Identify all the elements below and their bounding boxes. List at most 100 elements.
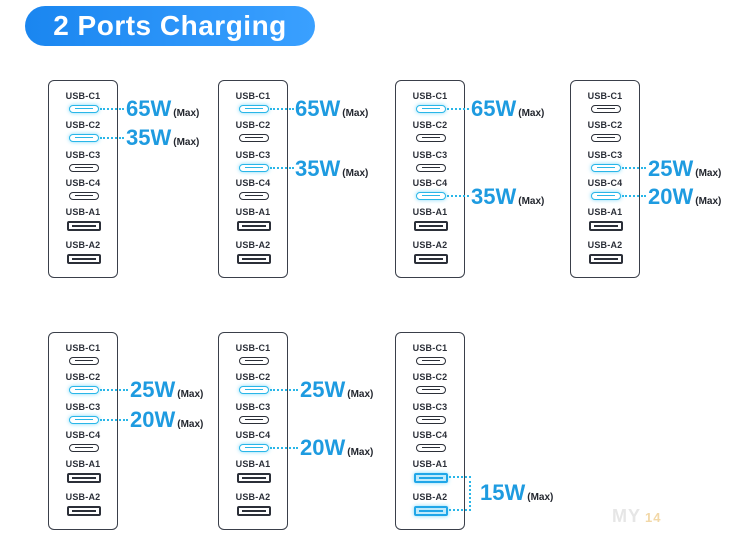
charger-config-3: USB-C1 USB-C2 USB-C3 USB-C4 USB-A1 USB-A… [395, 80, 465, 278]
port-label-a2: USB-A2 [65, 492, 101, 502]
connector-dots [100, 108, 124, 110]
usb-c3-port [69, 416, 99, 424]
max-label: (Max) [342, 108, 369, 119]
port-label-c1: USB-C1 [65, 343, 101, 353]
usb-c1-port [69, 105, 99, 113]
connector-dots [100, 419, 128, 421]
usb-c4-port [239, 444, 269, 452]
usb-a2-port [67, 506, 101, 516]
usb-c3-port [239, 416, 269, 424]
port-label-a1: USB-A1 [235, 459, 271, 469]
output-watts-label: 35W (Max) [295, 158, 368, 185]
port-label-c3: USB-C3 [65, 402, 101, 412]
port-label-c4: USB-C4 [235, 178, 271, 188]
watts-value: 65W [471, 96, 517, 121]
output-watts-label: 35W (Max) [471, 186, 544, 213]
port-label-c2: USB-C2 [65, 120, 101, 130]
port-label-c1: USB-C1 [235, 343, 271, 353]
output-watts-label: 25W (Max) [648, 158, 721, 185]
watts-value: 25W [300, 377, 346, 402]
usb-c2-port [69, 134, 99, 142]
output-watts-label: 65W (Max) [295, 98, 368, 125]
output-watts-label: 35W (Max) [126, 127, 199, 154]
watermark-text: MY [612, 506, 641, 526]
port-label-c3: USB-C3 [412, 150, 448, 160]
usb-c1-port [591, 105, 621, 113]
watts-value: 25W [648, 156, 694, 181]
port-label-a2: USB-A2 [412, 492, 448, 502]
max-label: (Max) [173, 108, 200, 119]
connector-dots [270, 389, 298, 391]
port-label-c2: USB-C2 [412, 372, 448, 382]
port-label-a1: USB-A1 [235, 207, 271, 217]
output-watts-label: 65W (Max) [471, 98, 544, 125]
port-label-a2: USB-A2 [412, 240, 448, 250]
max-label: (Max) [342, 168, 369, 179]
port-label-a2: USB-A2 [587, 240, 623, 250]
usb-c1-port [239, 357, 269, 365]
charger-config-2: USB-C1 USB-C2 USB-C3 USB-C4 USB-A1 USB-A… [218, 80, 288, 278]
usb-a1-port [67, 221, 101, 231]
usb-c1-port [239, 105, 269, 113]
usb-c4-port [416, 192, 446, 200]
max-label: (Max) [695, 196, 722, 207]
watts-value: 20W [130, 407, 176, 432]
output-watts-label: 15W (Max) [480, 482, 553, 509]
port-label-c3: USB-C3 [587, 150, 623, 160]
port-label-c1: USB-C1 [587, 91, 623, 101]
connector-dots [100, 389, 128, 391]
charger-config-6: USB-C1 USB-C2 USB-C3 USB-C4 USB-A1 USB-A… [218, 332, 288, 530]
port-label-a1: USB-A1 [65, 459, 101, 469]
output-watts-label: 20W (Max) [130, 409, 203, 436]
watts-value: 25W [130, 377, 176, 402]
watts-value: 35W [126, 125, 172, 150]
watermark: MY 14 [612, 506, 661, 527]
port-label-a2: USB-A2 [65, 240, 101, 250]
usb-c3-port [416, 416, 446, 424]
watts-value: 35W [295, 156, 341, 181]
usb-a1-port [67, 473, 101, 483]
max-label: (Max) [177, 389, 204, 400]
usb-c2-port [239, 386, 269, 394]
usb-a2-port [414, 254, 448, 264]
max-label: (Max) [527, 492, 554, 503]
usb-c2-port [239, 134, 269, 142]
usb-c1-port [69, 357, 99, 365]
connector-dots [270, 447, 298, 449]
connector-dots [622, 167, 646, 169]
usb-c1-port [416, 105, 446, 113]
usb-c2-port [416, 386, 446, 394]
port-label-a1: USB-A1 [412, 459, 448, 469]
port-label-a2: USB-A2 [235, 492, 271, 502]
max-label: (Max) [173, 137, 200, 148]
connector-dots [270, 108, 294, 110]
usb-c4-port [69, 444, 99, 452]
usb-a1-port [237, 473, 271, 483]
usb-c3-port [69, 164, 99, 172]
port-label-a2: USB-A2 [235, 240, 271, 250]
charger-config-4: USB-C1 USB-C2 USB-C3 USB-C4 USB-A1 USB-A… [570, 80, 640, 278]
usb-a1-port [237, 221, 271, 231]
port-label-a1: USB-A1 [587, 207, 623, 217]
output-watts-label: 20W (Max) [300, 437, 373, 464]
output-watts-label: 25W (Max) [130, 379, 203, 406]
connector-bracket [469, 476, 471, 511]
port-label-c4: USB-C4 [235, 430, 271, 440]
port-label-a1: USB-A1 [412, 207, 448, 217]
connector-dots [449, 476, 471, 478]
port-label-c4: USB-C4 [65, 430, 101, 440]
port-label-c4: USB-C4 [412, 430, 448, 440]
port-label-c1: USB-C1 [412, 91, 448, 101]
port-label-c2: USB-C2 [65, 372, 101, 382]
max-label: (Max) [177, 419, 204, 430]
watts-value: 35W [471, 184, 517, 209]
watts-value: 65W [126, 96, 172, 121]
charger-config-5: USB-C1 USB-C2 USB-C3 USB-C4 USB-A1 USB-A… [48, 332, 118, 530]
usb-a1-port [589, 221, 623, 231]
max-label: (Max) [695, 168, 722, 179]
output-watts-label: 65W (Max) [126, 98, 199, 125]
connector-dots [270, 167, 294, 169]
max-label: (Max) [518, 108, 545, 119]
usb-a2-port [237, 254, 271, 264]
connector-dots [100, 137, 124, 139]
